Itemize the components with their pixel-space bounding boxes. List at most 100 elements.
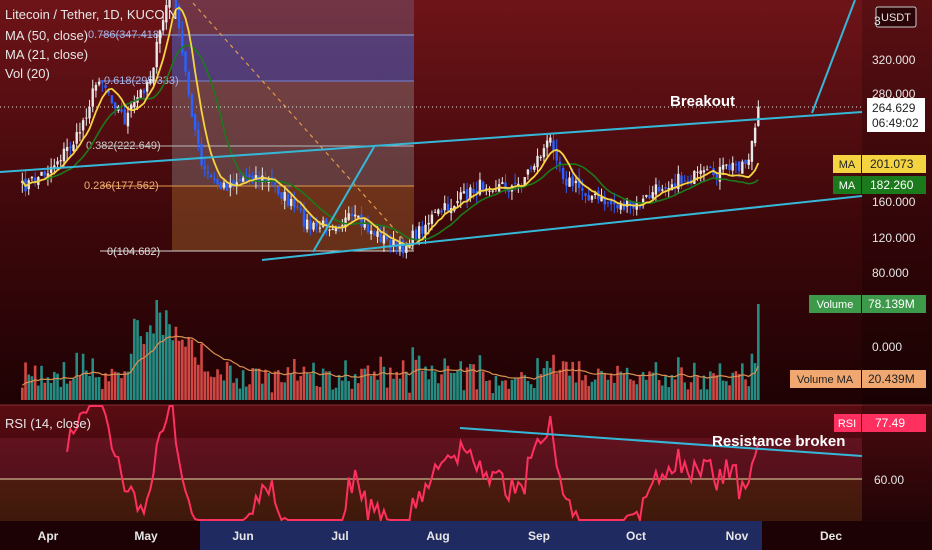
volume-bar[interactable] xyxy=(235,378,239,400)
candle[interactable] xyxy=(126,112,130,127)
candle[interactable] xyxy=(120,109,123,112)
volume-bar[interactable] xyxy=(517,378,520,400)
volume-bar[interactable] xyxy=(155,300,159,400)
rsi-legend[interactable]: RSI (14, close) xyxy=(5,416,91,431)
volume-bar[interactable] xyxy=(174,326,178,400)
price-axis[interactable]: USDT 3 320.000 280.000 160.000 120.000 8… xyxy=(790,0,932,521)
volume-bar[interactable] xyxy=(366,365,370,400)
volume-bar[interactable] xyxy=(456,370,459,400)
candle[interactable] xyxy=(731,162,734,171)
candle[interactable] xyxy=(305,219,309,230)
candle[interactable] xyxy=(609,200,613,205)
volume-bar[interactable] xyxy=(113,371,117,400)
volume-bar[interactable] xyxy=(49,382,53,400)
candle[interactable] xyxy=(299,208,302,211)
volume-bar[interactable] xyxy=(545,361,549,400)
candle[interactable] xyxy=(315,220,318,227)
candle[interactable] xyxy=(430,214,434,224)
volume-bar[interactable] xyxy=(504,380,507,400)
candle[interactable] xyxy=(641,198,645,206)
candle[interactable] xyxy=(673,183,677,188)
candle[interactable] xyxy=(353,214,357,217)
volume-bar[interactable] xyxy=(270,392,274,400)
volume-bar[interactable] xyxy=(715,375,719,400)
candle[interactable] xyxy=(677,173,680,189)
volume-bar[interactable] xyxy=(449,372,453,400)
volume-bar[interactable] xyxy=(273,371,277,400)
candle[interactable] xyxy=(744,159,747,164)
volume-bar[interactable] xyxy=(69,380,72,400)
candle[interactable] xyxy=(753,127,757,144)
candle[interactable] xyxy=(174,0,178,9)
volume-bar[interactable] xyxy=(168,324,171,400)
volume-bar[interactable] xyxy=(584,375,587,400)
volume-bar[interactable] xyxy=(750,353,754,400)
candle[interactable] xyxy=(696,171,699,173)
candle[interactable] xyxy=(33,177,37,182)
volume-bar[interactable] xyxy=(433,371,437,400)
volume-bar[interactable] xyxy=(72,379,75,400)
volume-bar[interactable] xyxy=(136,320,139,400)
volume-legend[interactable]: Vol (20) xyxy=(5,66,50,81)
candle[interactable] xyxy=(750,140,754,162)
volume-bar[interactable] xyxy=(510,379,514,400)
candle[interactable] xyxy=(529,167,533,169)
volume-bar[interactable] xyxy=(513,378,517,400)
volume-bar[interactable] xyxy=(187,337,191,400)
candle[interactable] xyxy=(110,95,114,103)
volume-bar[interactable] xyxy=(104,373,107,400)
candle[interactable] xyxy=(213,178,216,180)
volume-bar[interactable] xyxy=(728,385,731,400)
candle[interactable] xyxy=(203,166,206,170)
volume-bar[interactable] xyxy=(552,354,555,400)
candle[interactable] xyxy=(741,161,744,174)
candle[interactable] xyxy=(619,203,622,210)
candle[interactable] xyxy=(161,20,165,31)
candle[interactable] xyxy=(613,202,616,205)
candle[interactable] xyxy=(427,222,430,225)
candle[interactable] xyxy=(328,229,331,231)
volume-bar[interactable] xyxy=(321,368,325,400)
candle[interactable] xyxy=(747,159,750,165)
volume-bar[interactable] xyxy=(657,380,661,400)
candle[interactable] xyxy=(286,194,290,206)
volume-bar[interactable] xyxy=(149,325,152,400)
candle[interactable] xyxy=(702,170,706,173)
candle[interactable] xyxy=(443,203,446,211)
volume-bar[interactable] xyxy=(670,375,674,400)
volume-bar[interactable] xyxy=(577,361,581,400)
volume-bar[interactable] xyxy=(289,373,293,400)
volume-bar[interactable] xyxy=(757,304,760,400)
candle[interactable] xyxy=(40,171,43,176)
volume-bar[interactable] xyxy=(385,387,389,400)
volume-bar[interactable] xyxy=(94,377,98,400)
volume-bar[interactable] xyxy=(347,381,351,400)
volume-bar[interactable] xyxy=(315,385,319,400)
candle[interactable] xyxy=(222,182,226,188)
volume-bar[interactable] xyxy=(597,368,600,400)
volume-bar[interactable] xyxy=(529,384,533,400)
candle[interactable] xyxy=(709,166,712,168)
candle[interactable] xyxy=(264,178,267,182)
candle[interactable] xyxy=(347,213,350,220)
ma21-legend[interactable]: MA (21, close) xyxy=(5,47,89,62)
volume-bar[interactable] xyxy=(427,379,431,400)
candle[interactable] xyxy=(414,229,418,240)
volume-bar[interactable] xyxy=(638,375,642,400)
volume-bar[interactable] xyxy=(81,353,85,400)
volume-bar[interactable] xyxy=(216,369,219,400)
volume-bar[interactable] xyxy=(334,387,338,400)
volume-bar[interactable] xyxy=(293,358,296,400)
candle[interactable] xyxy=(75,132,78,144)
candle[interactable] xyxy=(561,168,565,180)
volume-bar[interactable] xyxy=(549,367,552,400)
candle[interactable] xyxy=(667,188,670,190)
candle[interactable] xyxy=(344,217,347,227)
candle[interactable] xyxy=(555,148,558,161)
volume-bar[interactable] xyxy=(363,368,367,400)
candle[interactable] xyxy=(69,146,72,149)
volume-bar[interactable] xyxy=(309,374,312,400)
candle[interactable] xyxy=(225,183,229,191)
volume-bar[interactable] xyxy=(193,357,197,400)
candle[interactable] xyxy=(129,104,133,111)
